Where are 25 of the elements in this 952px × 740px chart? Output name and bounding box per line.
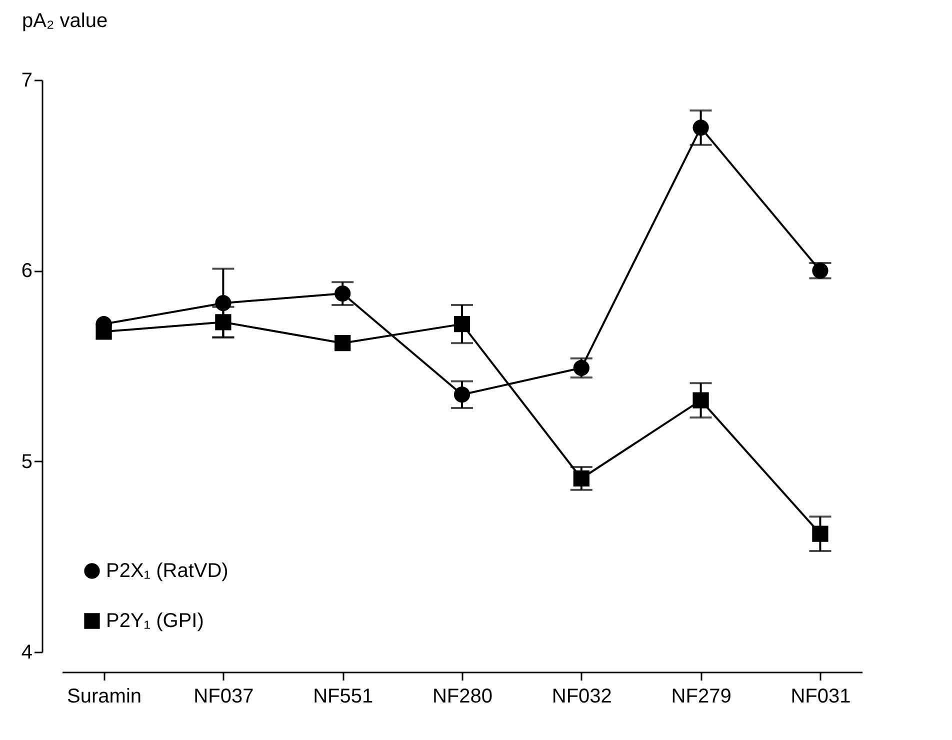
point: [215, 314, 232, 330]
legend-label: P2X₁ (RatVD): [106, 560, 228, 582]
point: [692, 120, 709, 136]
y-tick-label: 6: [21, 260, 32, 282]
x-tick-label: NF280: [432, 686, 493, 708]
y-axis-title: pA₂ value: [22, 10, 108, 33]
point: [334, 286, 351, 302]
point: [334, 335, 351, 352]
point: [812, 262, 828, 279]
x-tick-label: NF037: [194, 686, 254, 708]
point: [692, 392, 709, 408]
point: [812, 526, 828, 542]
y-tick-label: 7: [21, 70, 32, 92]
x-tick-label: NF031: [790, 686, 851, 708]
point: [454, 386, 470, 403]
x-tick-label: NF032: [552, 686, 612, 708]
legend-label: P2Y₁ (GPI): [106, 610, 204, 632]
point: [215, 295, 232, 312]
y-tick-label: 4: [21, 642, 32, 664]
x-tick-label: NF551: [313, 686, 374, 708]
x-tick-label: NF279: [671, 686, 732, 708]
point: [573, 470, 590, 487]
y-tick-label: 5: [21, 450, 32, 473]
x-tick-label: Suramin: [67, 686, 142, 708]
point: [454, 316, 470, 332]
